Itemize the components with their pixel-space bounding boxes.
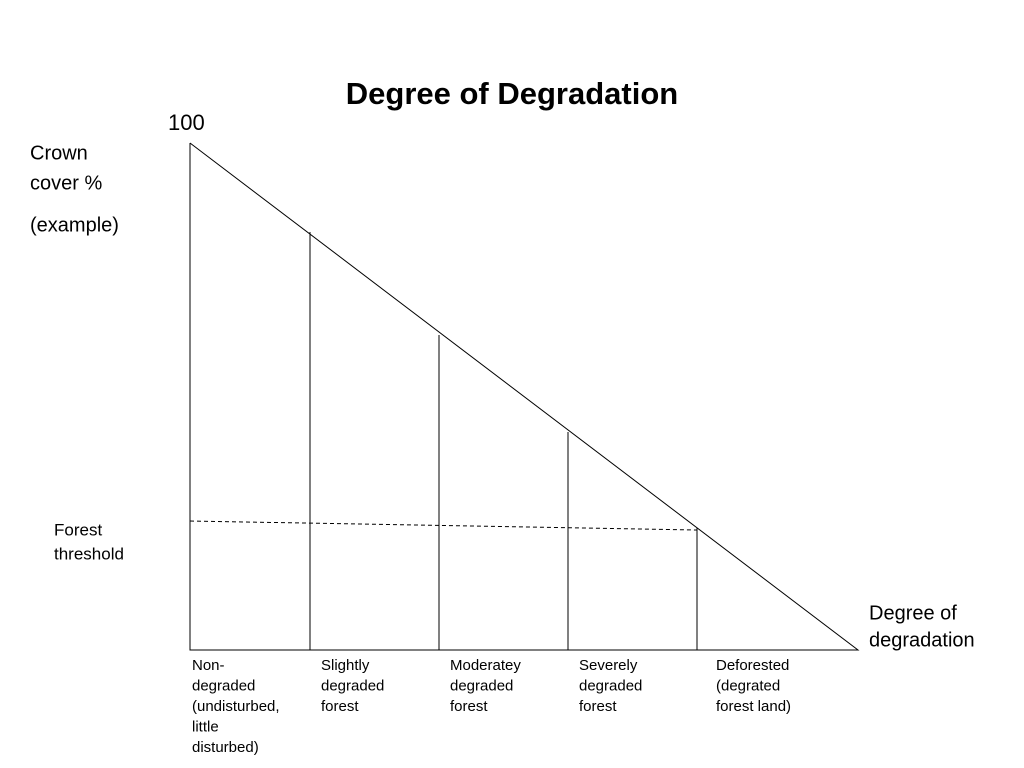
class-label: degraded	[321, 677, 384, 694]
x-label: degradation	[869, 629, 975, 651]
class-label: Slightly	[321, 657, 370, 674]
class-label: degraded	[450, 677, 513, 694]
triangle	[189, 142, 860, 651]
class-labels: Non-degraded (undisturbed, little disturbed…	[192, 657, 791, 756]
threshold-label: Forest	[54, 520, 102, 539]
class-label: Severely	[579, 657, 638, 674]
threshold-line	[189, 520, 698, 531]
title: Degree of Degradation	[346, 76, 678, 111]
y-note: (example)	[30, 214, 119, 236]
class-label: forest	[579, 698, 617, 715]
class-label: forest land)	[716, 698, 791, 715]
y-label-line: Crown	[30, 142, 88, 164]
class-label: degraded	[192, 677, 255, 694]
class-label: forest	[450, 698, 488, 715]
class-label: little	[192, 718, 219, 735]
class-label: (undisturbed,	[192, 698, 280, 715]
y-label-line: cover %	[30, 172, 102, 194]
threshold-label: threshold	[54, 544, 124, 563]
y-top-label: 100	[168, 110, 205, 135]
class-label: Deforested	[716, 657, 789, 674]
class-label: Moderatey	[450, 657, 521, 674]
x-label: Degree of	[869, 602, 957, 624]
class-label: degraded	[579, 677, 642, 694]
class-label: (degrated	[716, 677, 780, 694]
class-label: Non-	[192, 657, 225, 674]
class-label: forest	[321, 698, 359, 715]
class-label: disturbed)	[192, 739, 259, 756]
